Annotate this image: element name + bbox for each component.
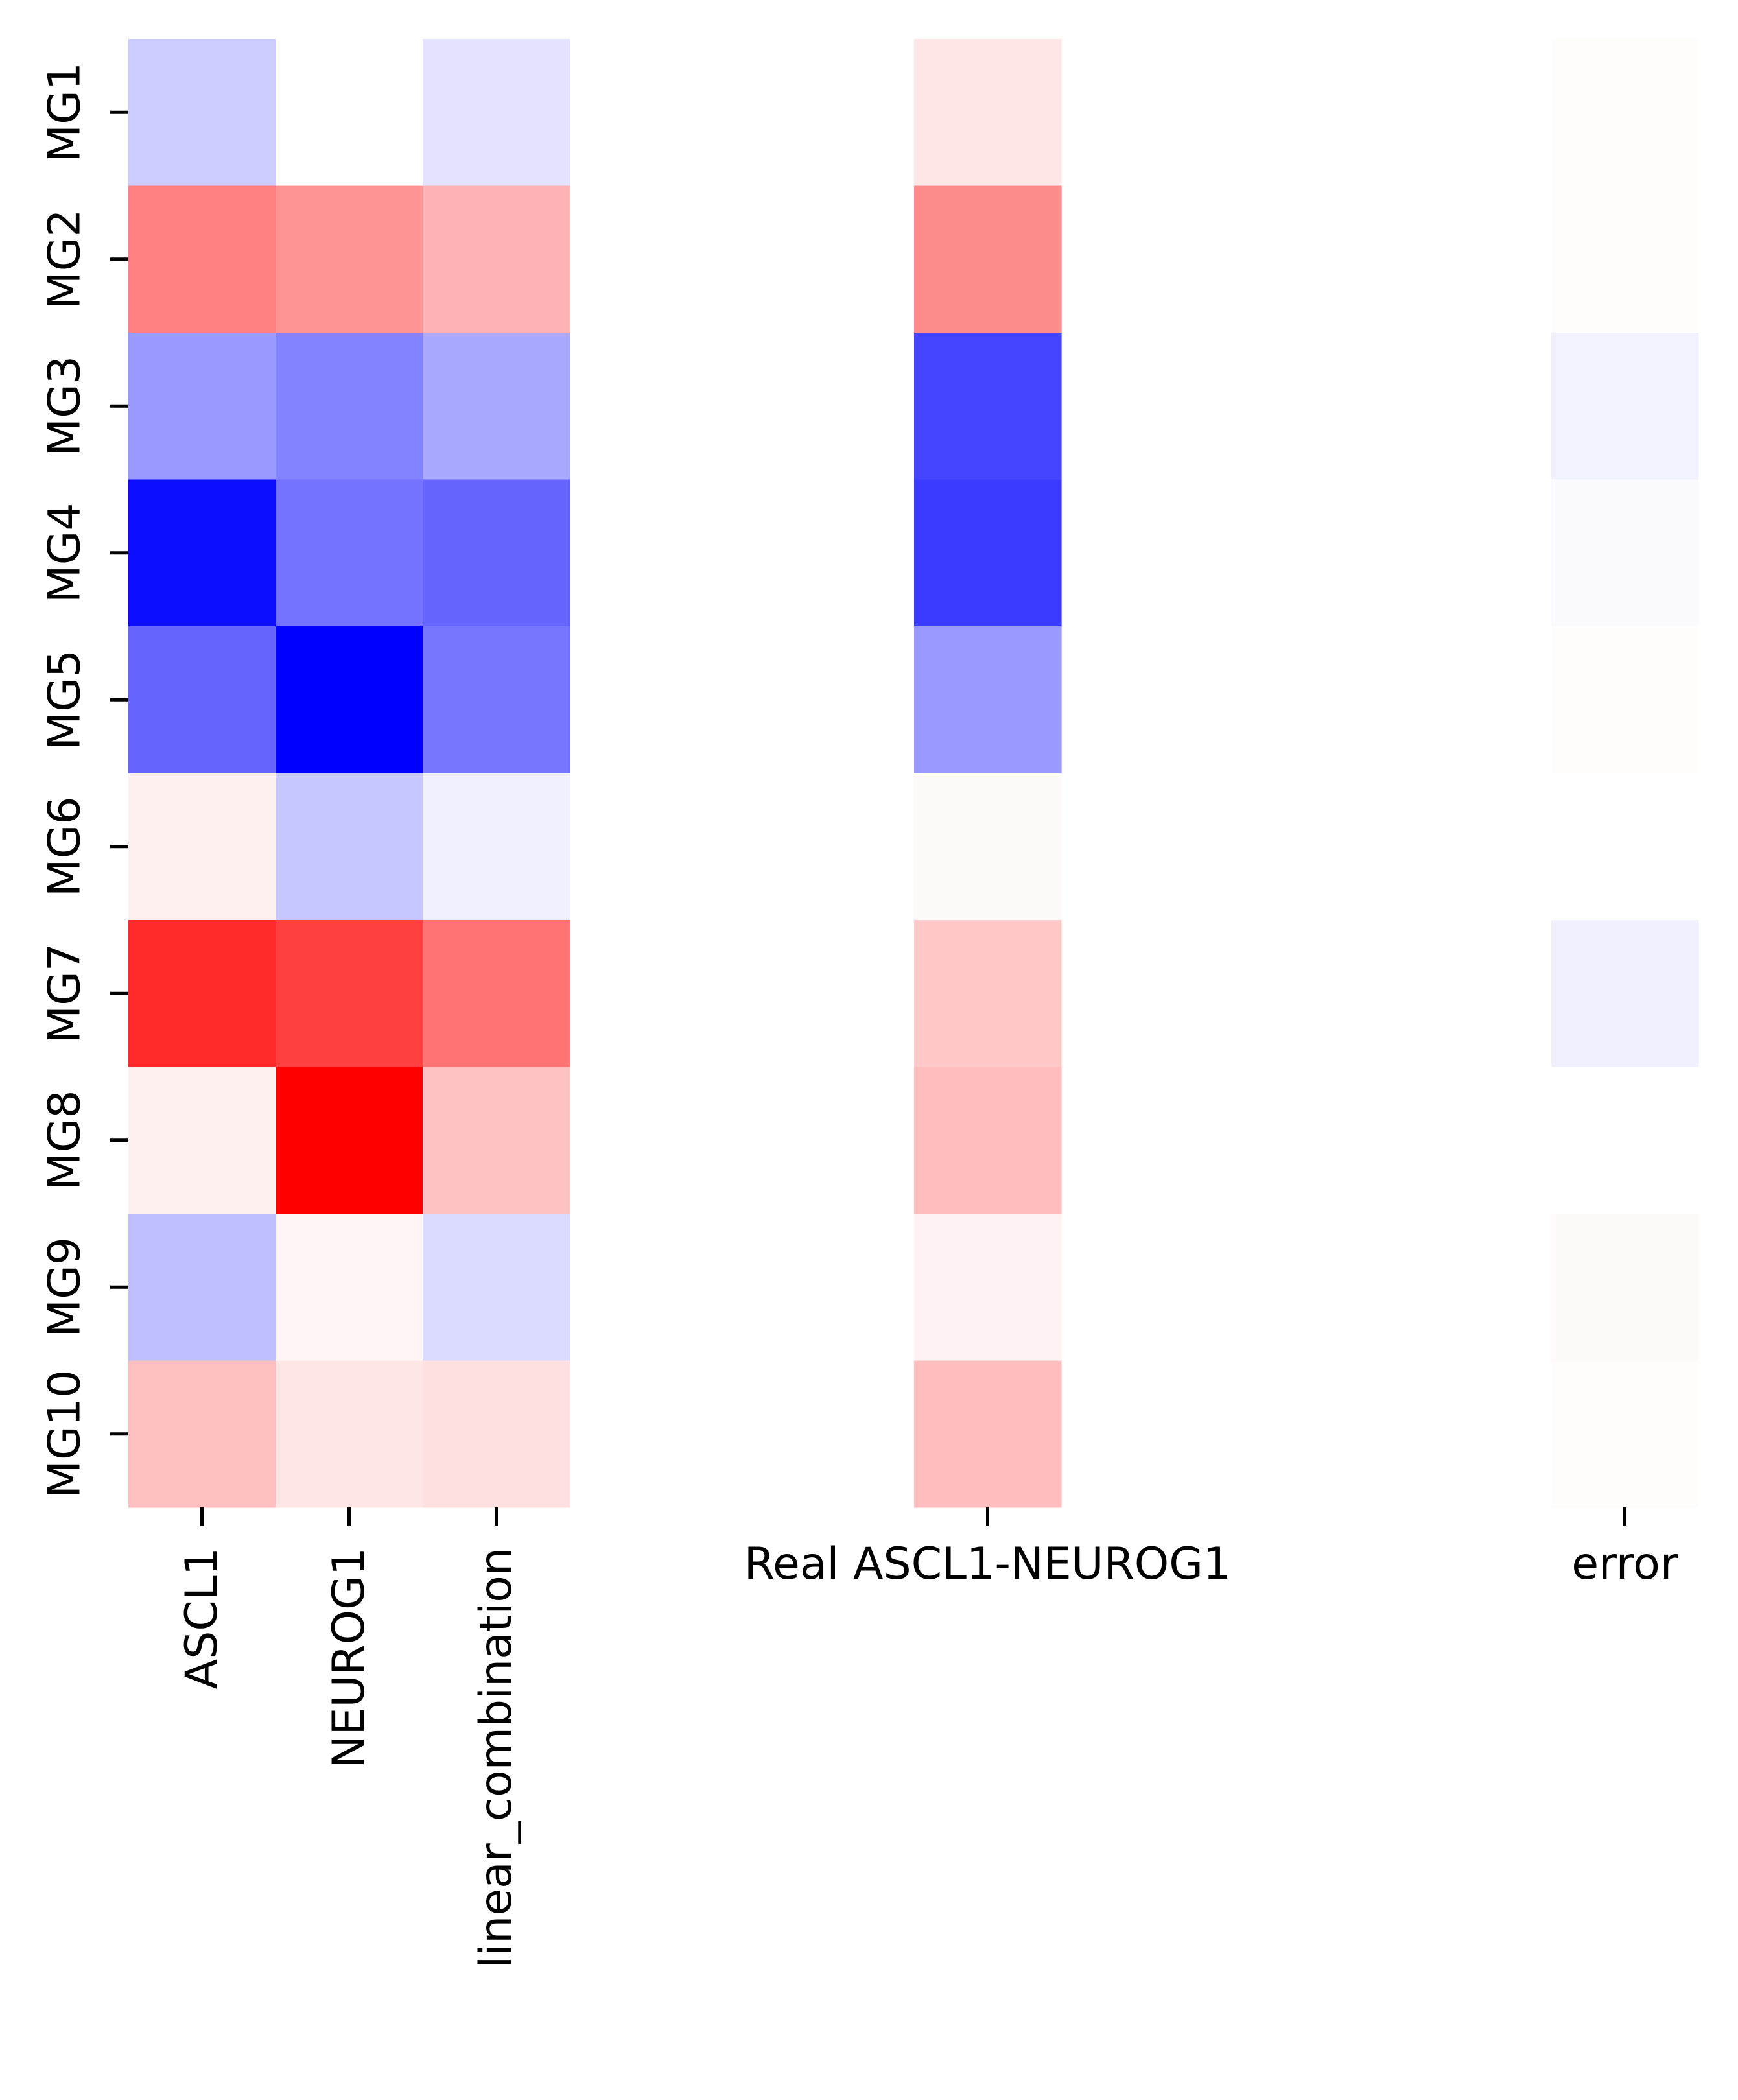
heatmap-cell-mg8-ascl1 <box>128 1067 276 1214</box>
y-tick-label: MG9 <box>40 1237 91 1338</box>
heatmap-cell-mg2-neurog1 <box>276 185 423 333</box>
heatmap-cell-mg4-neurog1 <box>276 479 423 627</box>
heatmap-cell-mg3-linear-combination <box>423 333 570 480</box>
y-tick-label: MG5 <box>40 650 91 750</box>
heatmap-cell-mg8-error <box>1551 1067 1699 1214</box>
heatmap-cell-mg3-ascl1 <box>128 333 276 480</box>
heatmap-cell-mg7-linear-combination <box>423 920 570 1068</box>
heatmap-cell-mg1-error <box>1551 39 1699 187</box>
heatmap-cell-mg5-real-ascl1-neurog1 <box>914 626 1062 774</box>
heatmap-cell-mg2-ascl1 <box>128 185 276 333</box>
heatmap-cell-mg9-real-ascl1-neurog1 <box>914 1214 1062 1362</box>
heatmap-cell-mg7-ascl1 <box>128 920 276 1068</box>
y-tick-label: MG1 <box>40 62 91 163</box>
heatmap-cell-mg1-real-ascl1-neurog1 <box>914 39 1062 187</box>
heatmap-cell-mg1-ascl1 <box>128 39 276 187</box>
y-tick-label: MG8 <box>40 1090 91 1190</box>
heatmap-cells <box>128 39 1699 1508</box>
heatmap-cell-mg1-neurog1 <box>276 39 423 187</box>
heatmap-cell-mg6-ascl1 <box>128 773 276 921</box>
heatmap-cell-mg8-neurog1 <box>276 1067 423 1214</box>
heatmap-cell-mg1-linear-combination <box>423 39 570 187</box>
y-tick-label: MG2 <box>40 209 91 309</box>
heatmap-cell-mg2-error <box>1551 185 1699 333</box>
heatmap-cell-mg5-ascl1 <box>128 626 276 774</box>
x-tick-label: Real ASCL1-NEUROG1 <box>744 1539 1231 1590</box>
heatmap-cell-mg2-linear-combination <box>423 185 570 333</box>
heatmap-cell-mg7-error <box>1551 920 1699 1068</box>
heatmap-cell-mg10-ascl1 <box>128 1360 276 1508</box>
heatmap-cell-mg3-neurog1 <box>276 333 423 480</box>
heatmap-cell-mg9-neurog1 <box>276 1214 423 1362</box>
x-tick-label: NEUROG1 <box>323 1548 375 1768</box>
y-tick-label: MG3 <box>40 356 91 456</box>
heatmap-cell-mg10-linear-combination <box>423 1360 570 1508</box>
y-tick-label: MG4 <box>40 502 91 603</box>
heatmap-cell-mg10-real-ascl1-neurog1 <box>914 1360 1062 1508</box>
heatmap-cell-mg9-linear-combination <box>423 1214 570 1362</box>
heatmap-cell-mg5-neurog1 <box>276 626 423 774</box>
y-tick-label: MG10 <box>40 1370 91 1498</box>
x-tick-label: ASCL1 <box>176 1548 228 1689</box>
y-tick-label: MG6 <box>40 796 91 897</box>
y-tick-label: MG7 <box>40 943 91 1044</box>
y-axis: MG1 MG2 MG3 MG4 MG5 MG6 MG7 MG8 MG9 MG10 <box>40 62 128 1498</box>
heatmap-cell-mg3-error <box>1551 333 1699 480</box>
x-tick-label: linear_combination <box>471 1548 522 1968</box>
heatmap-cell-mg2-real-ascl1-neurog1 <box>914 185 1062 333</box>
heatmap-cell-mg10-error <box>1551 1360 1699 1508</box>
heatmap-cell-mg4-linear-combination <box>423 479 570 627</box>
heatmap-cell-mg6-linear-combination <box>423 773 570 921</box>
heatmap-cell-mg6-error <box>1551 773 1699 921</box>
heatmap-cell-mg7-real-ascl1-neurog1 <box>914 920 1062 1068</box>
heatmap-cell-mg6-neurog1 <box>276 773 423 921</box>
heatmap-cell-mg8-real-ascl1-neurog1 <box>914 1067 1062 1214</box>
x-axis: ASCL1 NEUROG1 linear_combination Real ASCL1… <box>176 1507 1678 1968</box>
heatmap-cell-mg6-real-ascl1-neurog1 <box>914 773 1062 921</box>
heatmap-cell-mg4-error <box>1551 479 1699 627</box>
heatmap-cell-mg5-error <box>1551 626 1699 774</box>
x-tick-label: error <box>1571 1539 1678 1590</box>
heatmap-cell-mg7-neurog1 <box>276 920 423 1068</box>
heatmap-cell-mg5-linear-combination <box>423 626 570 774</box>
heatmap-cell-mg3-real-ascl1-neurog1 <box>914 333 1062 480</box>
heatmap-cell-mg9-ascl1 <box>128 1214 276 1362</box>
heatmap-cell-mg4-real-ascl1-neurog1 <box>914 479 1062 627</box>
heatmap-cell-mg4-ascl1 <box>128 479 276 627</box>
heatmap-cell-mg8-linear-combination <box>423 1067 570 1214</box>
heatmap-cell-mg10-neurog1 <box>276 1360 423 1508</box>
heatmap-cell-mg9-error <box>1551 1214 1699 1362</box>
